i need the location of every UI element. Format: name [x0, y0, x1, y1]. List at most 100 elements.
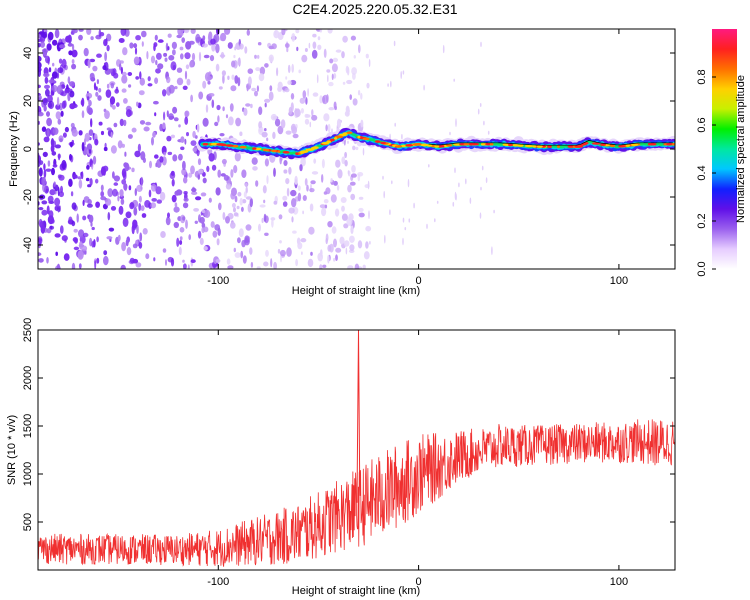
- noise-streak: [483, 120, 485, 126]
- noise-blob: [188, 172, 193, 178]
- noise-blob: [64, 126, 69, 133]
- noise-blob: [254, 54, 257, 59]
- noise-blob: [264, 232, 269, 236]
- noise-blob: [224, 29, 231, 35]
- noise-blob: [139, 120, 146, 125]
- noise-blob: [172, 106, 178, 114]
- noise-blob: [98, 29, 102, 38]
- noise-blob: [136, 224, 139, 234]
- noise-blob: [336, 184, 340, 191]
- noise-blob: [135, 35, 142, 41]
- noise-streak: [458, 182, 460, 188]
- noise-blob: [239, 197, 243, 206]
- noise-blob: [292, 133, 299, 139]
- noise-blob: [219, 133, 225, 137]
- spectrogram-x-tick-label: 100: [610, 275, 628, 287]
- noise-streak: [389, 209, 391, 215]
- noise-blob: [48, 100, 55, 110]
- noise-blob: [61, 235, 68, 242]
- noise-blob: [365, 241, 369, 249]
- noise-blob: [59, 138, 63, 143]
- noise-blob: [118, 205, 124, 215]
- noise-streak: [469, 197, 472, 204]
- noise-blob: [54, 29, 60, 39]
- noise-blob: [52, 39, 58, 46]
- noise-blob: [265, 249, 269, 257]
- noise-blob: [39, 160, 44, 166]
- ridge-hotspot: [524, 144, 534, 148]
- noise-blob: [327, 29, 333, 34]
- noise-blob: [257, 54, 260, 59]
- ridge-hotspot: [463, 142, 470, 146]
- ridge-hotspot: [305, 148, 315, 151]
- noise-blob: [277, 125, 284, 135]
- noise-blob: [184, 116, 189, 125]
- spectrogram-panel: -100 0 100 -40 -20 0 20 40 Height of straight …: [8, 28, 676, 297]
- noise-blob: [348, 213, 354, 222]
- snr-y-tick-label: 1500: [22, 414, 34, 438]
- noise-blob: [54, 206, 57, 211]
- noise-streak: [347, 170, 350, 175]
- noise-blob: [150, 202, 157, 209]
- snr-y-ticks: 500 1000 1500 2000 2500: [22, 318, 675, 531]
- noise-blob: [357, 173, 361, 182]
- noise-blob: [55, 251, 58, 256]
- noise-blob: [233, 207, 236, 213]
- noise-blob: [264, 158, 269, 167]
- noise-blob: [155, 162, 158, 168]
- noise-blob: [340, 197, 347, 203]
- noise-blob: [44, 84, 50, 89]
- noise-blob: [263, 213, 267, 223]
- noise-blob: [222, 212, 226, 220]
- noise-blob: [51, 167, 55, 176]
- noise-blob: [140, 205, 145, 212]
- noise-blob: [94, 138, 99, 146]
- noise-blob: [110, 145, 117, 154]
- spectrogram-y-tick-label: 40: [22, 47, 34, 59]
- noise-blob: [182, 202, 189, 209]
- noise-streak: [383, 190, 386, 199]
- noise-streak: [302, 210, 304, 215]
- noise-blob: [335, 159, 341, 168]
- noise-blob: [323, 199, 329, 204]
- spectrogram-y-tick-label: -20: [22, 189, 34, 205]
- noise-blob: [138, 195, 142, 203]
- noise-blob: [268, 91, 274, 101]
- noise-blob: [86, 29, 92, 35]
- noise-blob: [351, 165, 356, 173]
- snr-frame: [37, 329, 676, 571]
- noise-blob: [82, 215, 87, 221]
- noise-blob: [43, 29, 46, 33]
- ridge-hotspot: [394, 145, 403, 148]
- noise-blob: [112, 68, 117, 76]
- noise-blob: [272, 131, 276, 139]
- snr-series-line: [38, 419, 675, 567]
- noise-blob: [278, 214, 283, 220]
- snr-x-tick-label: -100: [207, 576, 229, 588]
- ridge-hotspot: [519, 144, 524, 147]
- noise-blob: [333, 180, 338, 186]
- noise-streak: [402, 237, 404, 246]
- noise-blob: [259, 127, 263, 133]
- noise-blob: [255, 67, 261, 72]
- noise-blob: [282, 201, 288, 207]
- noise-blob: [125, 211, 132, 219]
- noise-blob: [78, 34, 83, 41]
- noise-blob: [38, 111, 44, 117]
- noise-blob: [138, 241, 143, 249]
- noise-blob: [163, 52, 168, 57]
- noise-blob: [319, 264, 323, 269]
- noise-blob: [84, 132, 91, 142]
- noise-blob: [139, 71, 142, 80]
- noise-blob: [127, 72, 133, 76]
- noise-blob: [43, 72, 50, 78]
- noise-streak: [309, 121, 312, 128]
- noise-blob: [322, 95, 326, 104]
- noise-blob: [258, 73, 265, 82]
- noise-blob: [349, 244, 355, 251]
- noise-blob: [277, 86, 282, 92]
- noise-blob: [167, 33, 172, 38]
- noise-blob: [327, 254, 330, 264]
- noise-blob: [46, 128, 50, 139]
- noise-blob: [162, 248, 167, 253]
